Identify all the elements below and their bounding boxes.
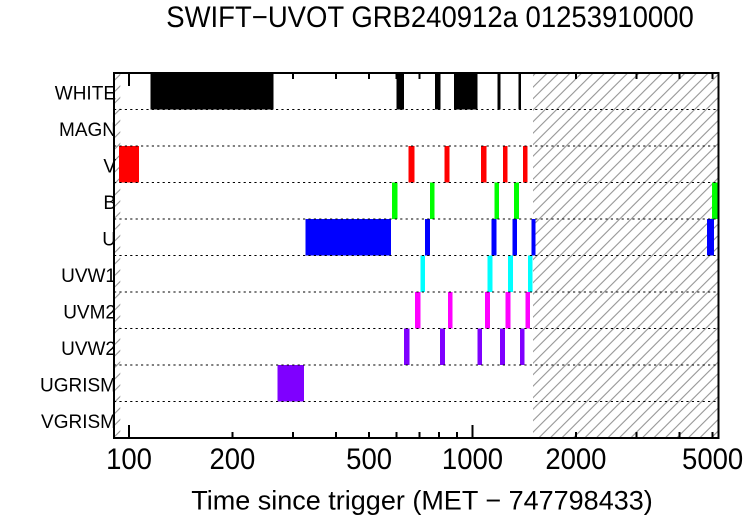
- svg-text:Time since trigger (MET − 7477: Time since trigger (MET − 747798433): [191, 486, 652, 516]
- svg-text:5000: 5000: [682, 443, 743, 476]
- svg-text:UVM2: UVM2: [63, 302, 116, 323]
- svg-text:500: 500: [346, 443, 392, 476]
- svg-text:2000: 2000: [545, 443, 606, 476]
- svg-text:UVW1: UVW1: [61, 266, 116, 287]
- svg-text:100: 100: [106, 443, 152, 476]
- svg-text:VGRISM: VGRISM: [41, 412, 116, 433]
- svg-text:WHITE: WHITE: [55, 83, 116, 104]
- svg-text:U: U: [102, 229, 116, 250]
- svg-text:UVW2: UVW2: [61, 339, 116, 360]
- svg-text:B: B: [103, 193, 116, 214]
- svg-text:200: 200: [209, 443, 255, 476]
- svg-text:SWIFT−UVOT GRB240912a 01253910: SWIFT−UVOT GRB240912a 01253910000: [166, 1, 693, 34]
- svg-text:1000: 1000: [442, 443, 503, 476]
- svg-text:MAGN: MAGN: [59, 120, 116, 141]
- svg-text:UGRISM: UGRISM: [40, 375, 116, 396]
- svg-text:V: V: [103, 156, 116, 177]
